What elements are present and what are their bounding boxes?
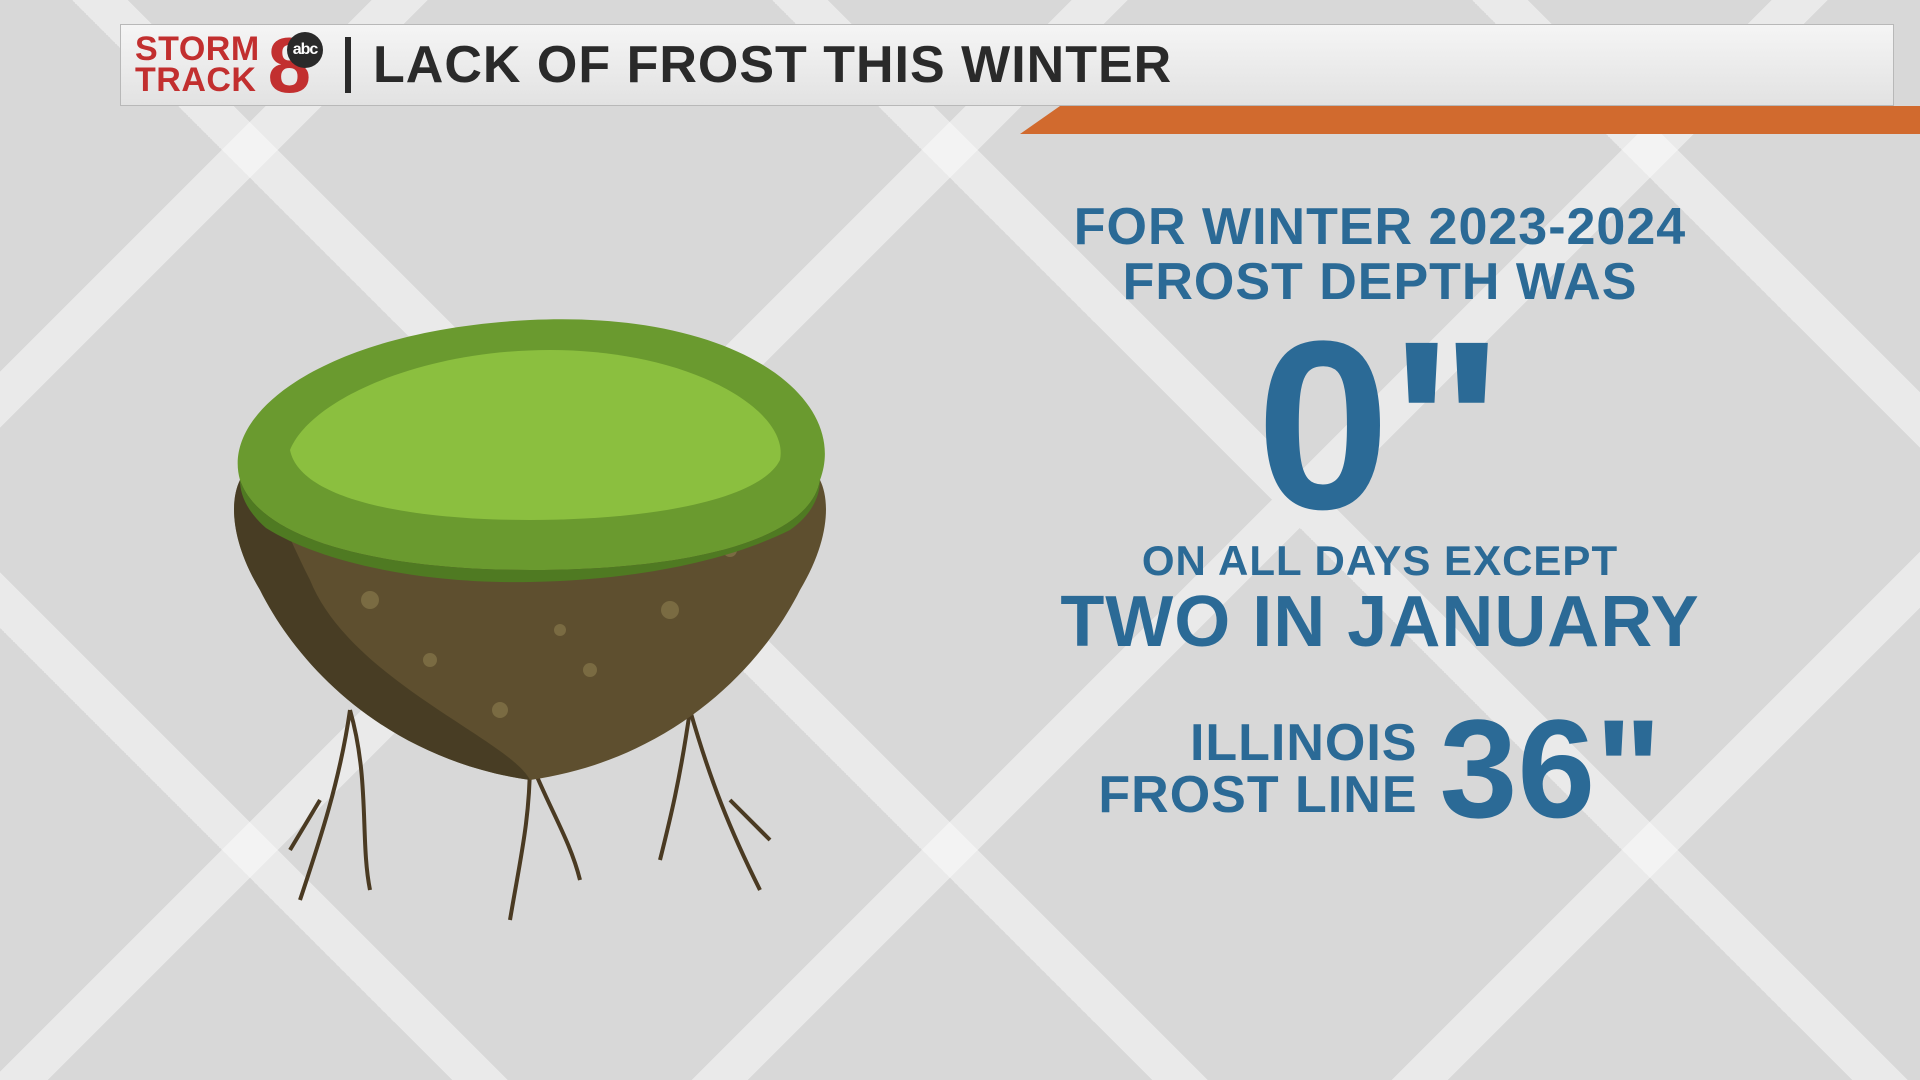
except-days: TWO IN JANUARY bbox=[940, 581, 1820, 663]
except-line: ON ALL DAYS EXCEPT bbox=[940, 537, 1820, 585]
station-logo: STORM TRACK 8 abc bbox=[121, 25, 311, 105]
header-bar: STORM TRACK 8 abc LACK OF FROST THIS WIN… bbox=[120, 24, 1894, 106]
abc-network-badge: abc bbox=[287, 32, 323, 68]
content-area: FOR WINTER 2023-2024 FROST DEPTH WAS 0" … bbox=[0, 160, 1920, 1080]
logo-line-2: TRACK bbox=[135, 65, 260, 96]
segment-title: LACK OF FROST THIS WINTER bbox=[373, 35, 1172, 95]
divider bbox=[345, 37, 351, 93]
frost-line-value: 36" bbox=[1440, 709, 1662, 828]
frost-depth-value: 0" bbox=[940, 317, 1820, 533]
info-text-block: FOR WINTER 2023-2024 FROST DEPTH WAS 0" … bbox=[940, 200, 1820, 828]
accent-stripe bbox=[1020, 106, 1920, 134]
soil-island-illustration bbox=[170, 240, 890, 960]
logo-channel-number: 8 abc bbox=[268, 26, 311, 104]
frost-line-row: ILLINOIS FROST LINE 36" bbox=[940, 709, 1820, 828]
frost-line-label: ILLINOIS FROST LINE bbox=[1098, 717, 1417, 821]
logo-wordmark: STORM TRACK bbox=[135, 34, 260, 97]
intro-line-1: FOR WINTER 2023-2024 bbox=[940, 200, 1820, 255]
